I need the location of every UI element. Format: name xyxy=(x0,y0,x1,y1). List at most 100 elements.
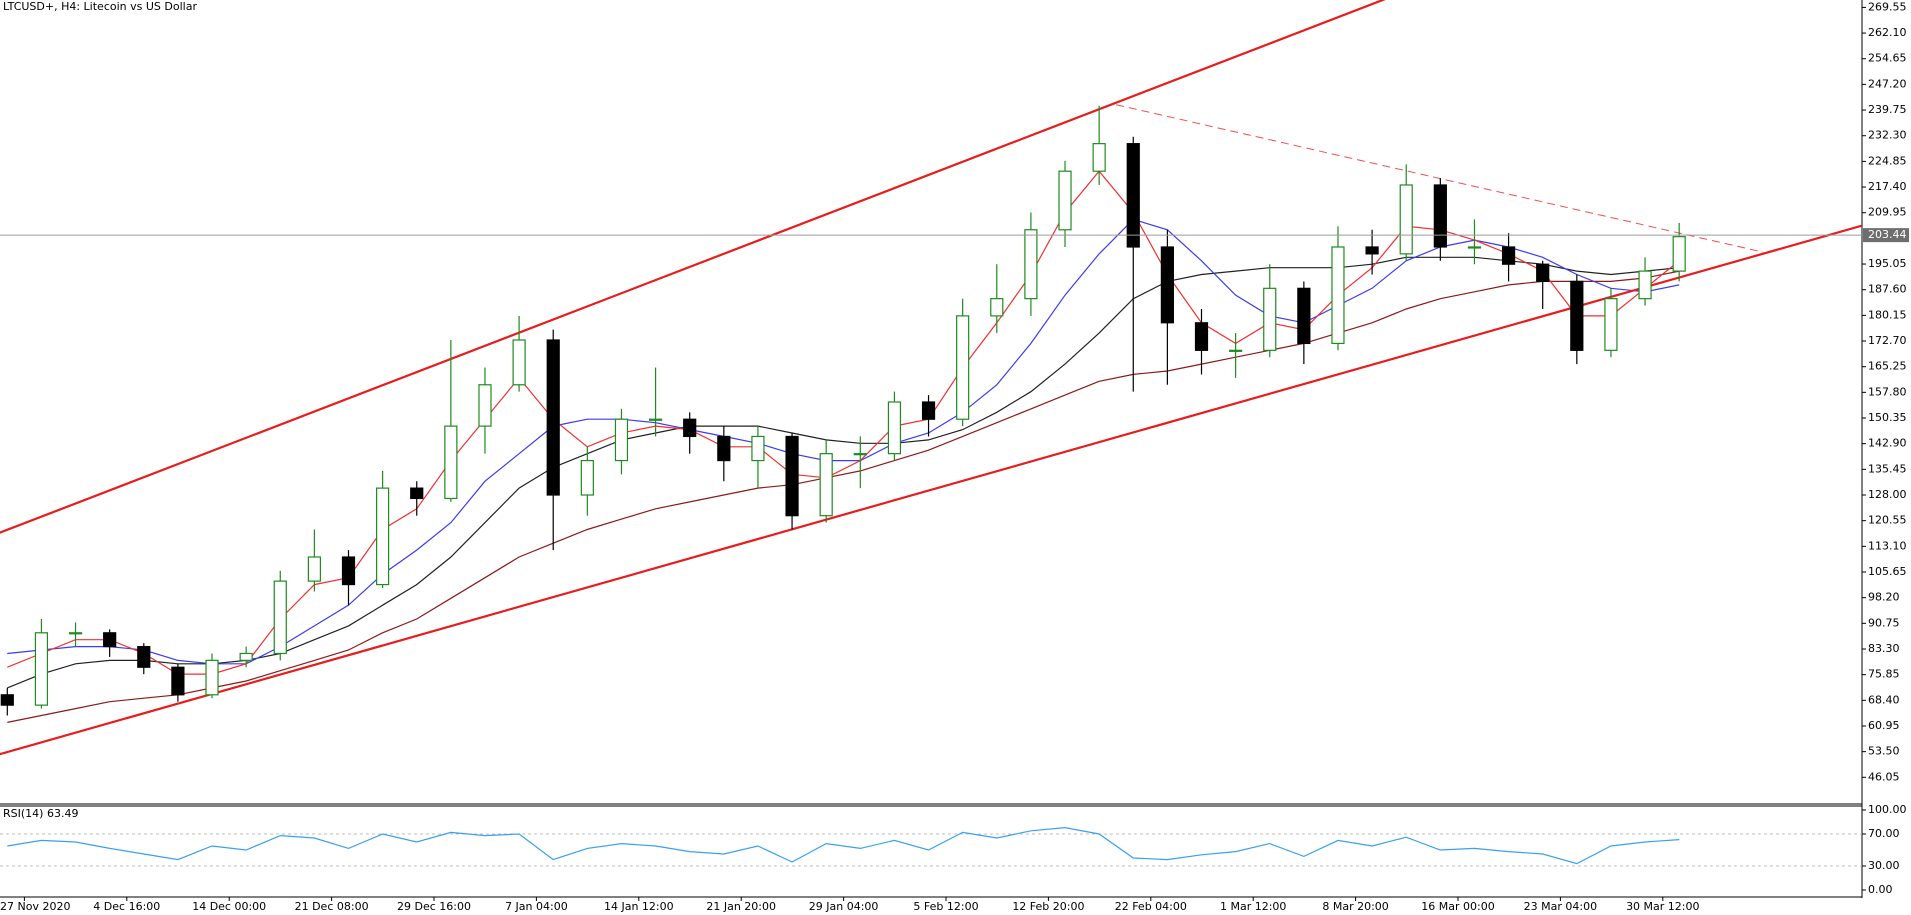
candle-body xyxy=(1638,270,1652,300)
candle-body xyxy=(1433,184,1447,248)
y-tick-label: 165.25 xyxy=(1868,360,1907,373)
candle-body xyxy=(1467,246,1482,249)
y-tick-label: 135.45 xyxy=(1868,462,1907,475)
candle-body xyxy=(819,453,833,517)
current-price-label: 203.44 xyxy=(1868,228,1907,241)
y-tick-label: 120.55 xyxy=(1868,514,1907,527)
candle-body xyxy=(512,339,526,386)
y-tick-label: 150.35 xyxy=(1868,411,1907,424)
x-tick-label: 12 Feb 20:00 xyxy=(1012,900,1084,913)
y-tick-label: 254.65 xyxy=(1868,52,1907,65)
candle-body xyxy=(68,632,83,635)
candle-body xyxy=(1399,184,1413,255)
trendline xyxy=(1116,104,1764,253)
y-tick-label: 53.50 xyxy=(1868,745,1900,758)
x-tick-label: 21 Jan 20:00 xyxy=(706,900,776,913)
candle-body xyxy=(853,453,867,456)
candle-body xyxy=(1604,298,1618,351)
candle-body xyxy=(921,401,936,420)
y-tick-label: 269.55 xyxy=(1868,0,1907,13)
y-tick-label: 232.30 xyxy=(1868,129,1907,142)
x-tick-label: 14 Dec 00:00 xyxy=(192,900,266,913)
trendline xyxy=(0,224,1862,756)
candle-body xyxy=(1126,143,1140,248)
candle-body xyxy=(376,487,390,586)
x-tick-label: 16 Mar 00:00 xyxy=(1421,900,1494,913)
candle-body xyxy=(444,425,458,500)
candle-body xyxy=(205,659,219,696)
trendline xyxy=(0,0,1386,534)
candle-body xyxy=(785,435,799,517)
x-tick-label: 4 Dec 16:00 xyxy=(93,900,160,913)
y-tick-label: 180.15 xyxy=(1868,308,1907,321)
candle-body xyxy=(1229,349,1243,352)
candle-body xyxy=(1263,287,1277,351)
candle-body xyxy=(307,556,321,582)
y-tick-label: 113.10 xyxy=(1868,539,1907,552)
y-tick-label: 157.80 xyxy=(1868,385,1907,398)
rsi-tick-label: 70.00 xyxy=(1868,827,1900,840)
current-price-box xyxy=(1863,228,1909,243)
rsi-tick-label: 30.00 xyxy=(1868,859,1900,872)
candle-body xyxy=(1536,263,1550,283)
x-tick-label: 5 Feb 12:00 xyxy=(913,900,978,913)
y-tick-label: 98.20 xyxy=(1868,591,1900,604)
candle-body xyxy=(137,645,151,668)
x-tick-label: 29 Jan 04:00 xyxy=(809,900,879,913)
x-tick-label: 14 Jan 12:00 xyxy=(604,900,674,913)
candle-body xyxy=(1331,246,1345,345)
candle-body xyxy=(1092,143,1106,172)
price-panel xyxy=(0,0,1862,756)
candle-body xyxy=(1365,246,1379,255)
candle-body xyxy=(171,666,185,696)
y-tick-label: 209.95 xyxy=(1868,206,1907,219)
rsi-panel xyxy=(0,826,1862,867)
candle-body xyxy=(478,384,492,427)
y-tick-label: 187.60 xyxy=(1868,283,1907,296)
y-tick-label: 68.40 xyxy=(1868,693,1900,706)
rsi-tick-label: 0.00 xyxy=(1868,883,1893,896)
y-tick-label: 90.75 xyxy=(1868,616,1900,629)
x-tick-label: 30 Mar 12:00 xyxy=(1626,900,1699,913)
y-tick-label: 224.85 xyxy=(1868,154,1907,167)
candle-body xyxy=(1024,229,1038,300)
y-tick-label: 262.10 xyxy=(1868,26,1907,39)
rsi-line xyxy=(7,826,1680,865)
y-tick-label: 172.70 xyxy=(1868,334,1907,347)
y-tick-label: 60.95 xyxy=(1868,719,1900,732)
candle-body xyxy=(273,580,287,655)
y-tick-label: 239.75 xyxy=(1868,103,1907,116)
x-tick-label: 29 Dec 16:00 xyxy=(397,900,471,913)
candle-body xyxy=(614,418,629,462)
candle-body xyxy=(1160,246,1174,324)
moving-average-line xyxy=(7,270,1680,723)
candle-body xyxy=(990,298,1004,317)
x-tick-label: 21 Dec 08:00 xyxy=(295,900,369,913)
y-tick-label: 217.40 xyxy=(1868,180,1907,193)
x-tick-label: 7 Jan 04:00 xyxy=(505,900,568,913)
y-tick-label: 128.00 xyxy=(1868,488,1907,501)
candle-body xyxy=(239,652,253,661)
x-tick-label: 8 Mar 20:00 xyxy=(1322,900,1388,913)
candle-body xyxy=(341,556,356,586)
indicator-title: RSI(14) 63.49 xyxy=(3,807,78,820)
x-tick-label: 27 Nov 2020 xyxy=(0,900,70,913)
y-tick-label: 195.05 xyxy=(1868,257,1907,270)
y-tick-label: 247.20 xyxy=(1868,77,1907,90)
candle-body xyxy=(0,694,14,706)
y-tick-label: 142.90 xyxy=(1868,437,1907,450)
candle-body xyxy=(546,339,560,496)
y-tick-label: 105.65 xyxy=(1868,565,1907,578)
candle-body xyxy=(648,418,663,421)
candle-body xyxy=(580,459,594,496)
candle-body xyxy=(1058,170,1072,231)
candle-body xyxy=(751,435,765,462)
x-tick-label: 23 Mar 04:00 xyxy=(1524,900,1597,913)
candle-body xyxy=(717,435,731,462)
y-tick-label: 75.85 xyxy=(1868,668,1900,681)
candle-body xyxy=(1501,246,1516,265)
candle-body xyxy=(683,418,697,438)
candle-body xyxy=(1194,322,1209,351)
